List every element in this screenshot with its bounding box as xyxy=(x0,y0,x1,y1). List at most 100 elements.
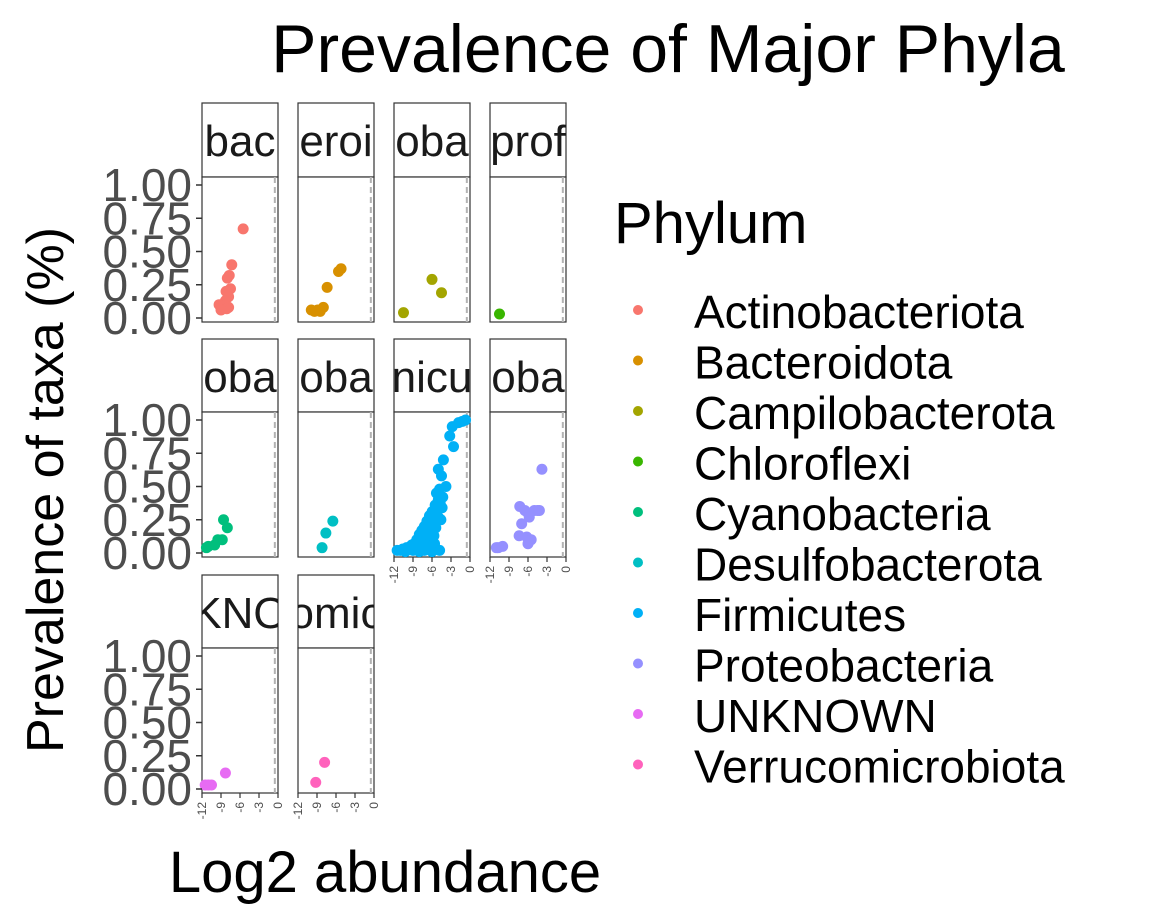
y-tick-label: 1.00 xyxy=(102,394,192,446)
data-point xyxy=(516,518,528,530)
x-tick-label: -3 xyxy=(348,802,362,813)
y-tick-label: 1.00 xyxy=(102,159,192,211)
data-point xyxy=(202,540,214,552)
facet-panel-frame xyxy=(201,411,279,558)
x-tick-label: -12 xyxy=(291,802,305,820)
data-point xyxy=(522,538,534,550)
data-point xyxy=(321,281,333,293)
legend-key xyxy=(633,507,643,517)
x-tick-label: -6 xyxy=(425,566,439,577)
data-point xyxy=(536,463,548,475)
data-point xyxy=(221,272,233,284)
facet-panel: omic -12 -9 -6 -3 0 xyxy=(290,574,383,820)
data-point xyxy=(215,304,227,316)
facet-panel: prof xyxy=(489,102,567,323)
y-tick-label: 0.50 xyxy=(102,697,192,749)
data-point xyxy=(310,776,322,788)
legend-key xyxy=(633,658,643,669)
facet-strip-label: eroi xyxy=(299,117,372,166)
facet-strip xyxy=(297,338,375,413)
y-tick-label: 0.00 xyxy=(102,527,192,579)
facet-panel: bac 0.000.250.500.751.00 xyxy=(102,102,279,344)
data-point xyxy=(426,546,438,558)
legend-key xyxy=(633,456,643,467)
legend-label: Chloroflexi xyxy=(694,438,911,490)
y-tick-label: 0.00 xyxy=(102,292,192,344)
legend-label: Actinobacteriota xyxy=(694,286,1024,338)
facet-panel: oba xyxy=(393,102,471,323)
facet-panel-frame xyxy=(297,411,375,558)
x-tick-label: -6 xyxy=(233,802,247,813)
data-point xyxy=(319,756,331,768)
facet-strip xyxy=(201,338,279,413)
facet-strip xyxy=(201,102,279,178)
data-point xyxy=(327,515,339,527)
facet-panel-frame xyxy=(201,176,279,323)
legend-title: Phylum xyxy=(614,191,807,256)
facet-panel: KNO 0.000.250.500.751.00 -12 -9 -6 -3 0 xyxy=(102,574,287,820)
data-point xyxy=(436,470,447,482)
legend-key xyxy=(633,406,643,416)
y-tick-label: 0.25 xyxy=(102,259,192,311)
x-tick-label: -9 xyxy=(406,566,420,577)
facet-panel-frame xyxy=(297,647,375,794)
legend-items: ActinobacteriotaBacteroidotaCampilobacte… xyxy=(633,286,1065,793)
y-tick-label: 0.00 xyxy=(102,763,192,815)
legend-key xyxy=(633,557,643,568)
y-tick-label: 0.50 xyxy=(102,461,192,513)
facet-strip-label: bac xyxy=(205,117,276,166)
facet-panel: eroi xyxy=(297,102,375,323)
legend-label: Desulfobacterota xyxy=(694,539,1042,591)
facet-strip xyxy=(393,102,471,178)
x-tick-label: -3 xyxy=(540,566,554,577)
legend-key xyxy=(633,355,643,366)
x-tick-label: -12 xyxy=(483,566,497,584)
data-point xyxy=(333,265,345,277)
facet-panel-frame xyxy=(489,176,567,323)
x-tick-label: -9 xyxy=(310,802,324,813)
x-tick-label: -12 xyxy=(195,802,209,820)
data-point xyxy=(444,430,456,442)
facet-strip-label: oba xyxy=(395,117,469,166)
data-point xyxy=(199,779,211,791)
x-tick-label: 0 xyxy=(271,802,285,809)
data-point xyxy=(494,308,505,320)
data-point xyxy=(316,542,328,554)
facet-panel: nicu -12 -9 -6 -3 0 xyxy=(387,338,477,584)
data-point xyxy=(446,421,458,433)
data-point xyxy=(490,542,502,554)
data-point xyxy=(221,522,233,534)
x-tick-label: -6 xyxy=(329,802,343,813)
facet-strip-label: KNO xyxy=(192,589,287,638)
legend-label: Verrucomicrobiota xyxy=(694,741,1065,793)
data-point xyxy=(391,544,403,556)
facet-panel: oba -12 -9 -6 -3 0 xyxy=(483,338,573,584)
legend-key xyxy=(633,305,643,315)
facet-panel-frame xyxy=(201,647,279,794)
data-point xyxy=(426,273,438,285)
facet-panel-frame xyxy=(297,176,375,323)
facet-strip-label: prof xyxy=(490,117,567,166)
facet-strip xyxy=(393,338,471,413)
legend-label: Campilobacterota xyxy=(694,387,1055,439)
x-tick-label: -12 xyxy=(387,566,401,584)
x-tick-label: 0 xyxy=(367,802,381,809)
data-point xyxy=(399,546,411,558)
facet-strip-label: oba xyxy=(299,353,373,402)
facet-panel: oba xyxy=(297,338,375,558)
x-tick-label: -6 xyxy=(521,566,535,577)
facet-panel-frame xyxy=(393,176,471,323)
facet-strip-label: omic xyxy=(290,589,383,638)
data-point xyxy=(533,504,545,516)
facet-strip-label: nicu xyxy=(392,353,473,402)
data-point xyxy=(398,307,409,319)
facet-strip xyxy=(201,574,279,649)
facet-strip-label: oba xyxy=(491,353,565,402)
y-tick-label: 0.75 xyxy=(102,427,192,479)
x-tick-label: 0 xyxy=(559,566,573,573)
y-tick-label: 0.75 xyxy=(102,663,192,715)
chart-title: Prevalence of Major Phyla xyxy=(271,11,1065,87)
y-tick-label: 0.25 xyxy=(102,494,192,546)
